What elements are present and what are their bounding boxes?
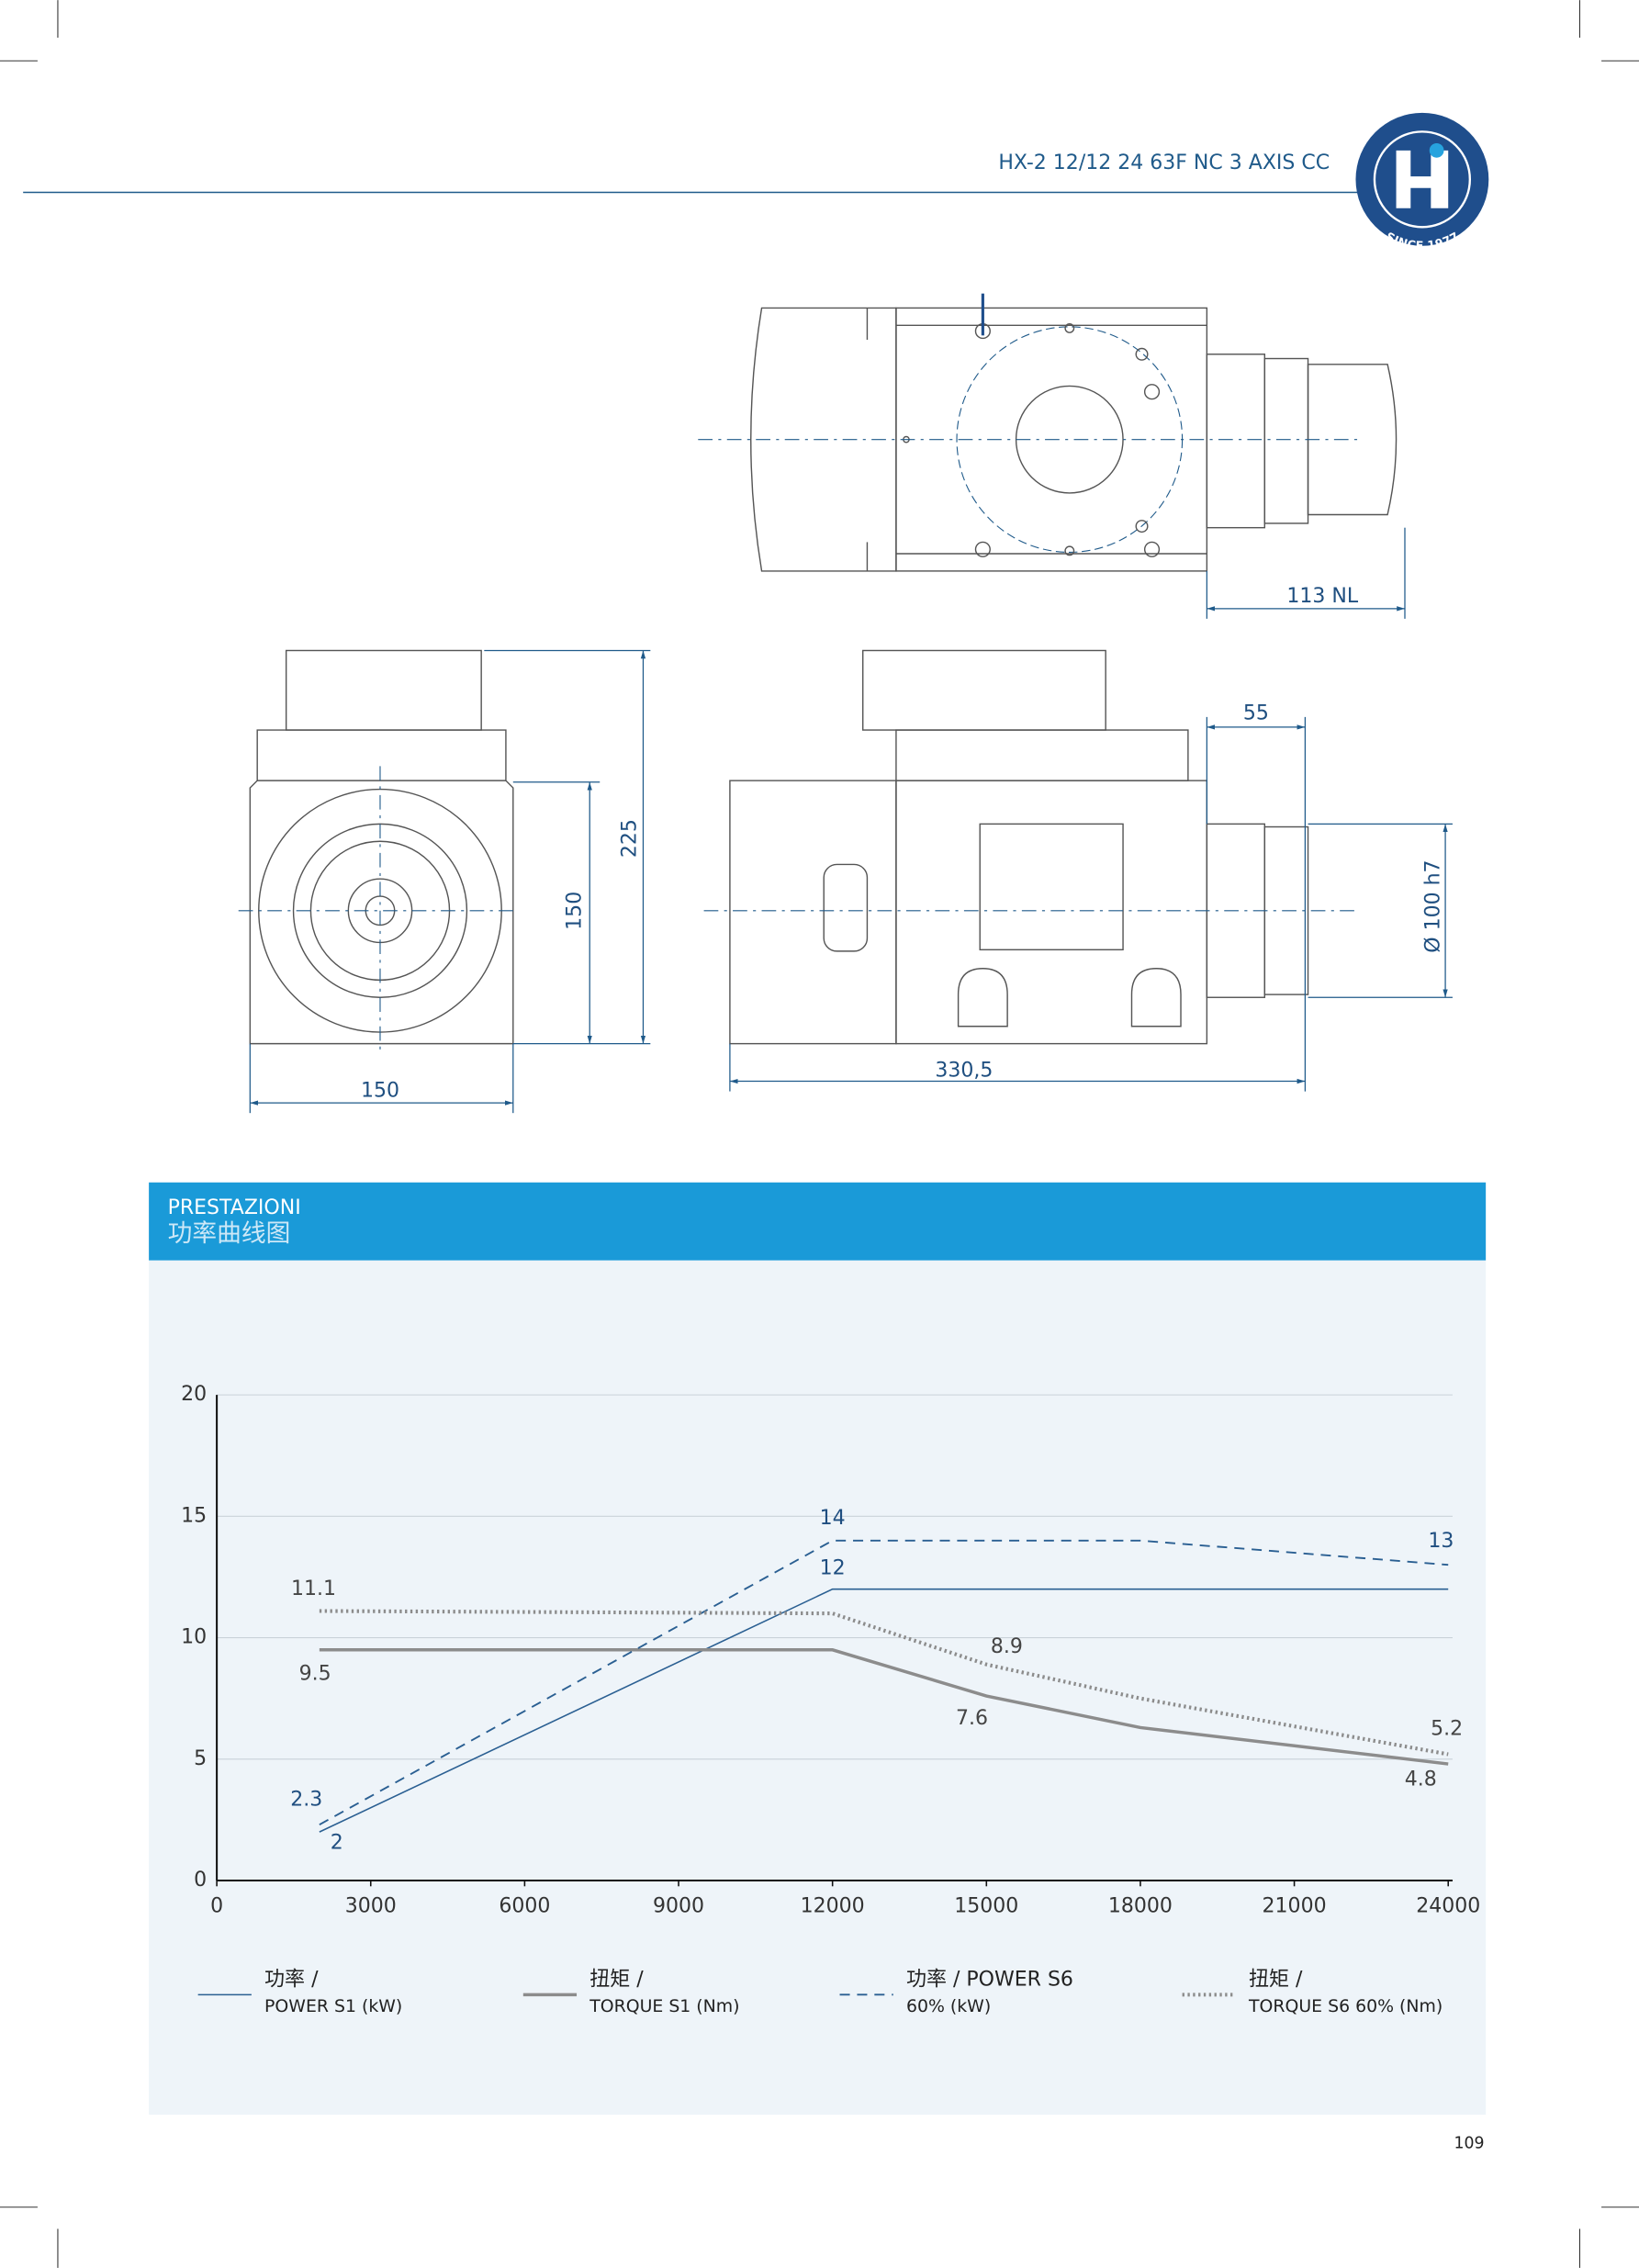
legend-label: 扭矩 / TORQUE S1 (Nm) <box>589 1969 739 2016</box>
data-label: 12 <box>820 1557 846 1580</box>
legend-line: 60% (kW) <box>906 1995 991 2015</box>
header-title: HX-2 12/12 24 63F NC 3 AXIS CC <box>998 152 1330 174</box>
x-tick-label: 3000 <box>345 1894 397 1917</box>
data-label: 7.6 <box>956 1707 988 1730</box>
page-number: 109 <box>1454 2134 1485 2152</box>
x-tick-label: 9000 <box>653 1894 704 1917</box>
logo: MADE IN ITALY INSIDE SINCE 1977 <box>1354 91 1491 253</box>
x-tick-label: 15000 <box>954 1894 1018 1917</box>
series-line <box>319 1648 1449 1766</box>
y-tick-label: 20 <box>181 1383 207 1406</box>
legend-label: 功率 / POWER S1 (kW) <box>264 1969 402 2016</box>
data-label: 11.1 <box>291 1577 336 1600</box>
legend-line: TORQUE S1 (Nm) <box>589 1995 739 2015</box>
x-tick-label: 24000 <box>1416 1894 1480 1917</box>
data-label: 8.9 <box>991 1635 1023 1658</box>
legend-line: POWER S1 (kW) <box>264 1995 402 2015</box>
dimension: 150 <box>563 892 586 930</box>
legend-line: 扭矩 / <box>589 1969 644 1992</box>
series-line <box>319 1609 1449 1757</box>
y-tick-label: 10 <box>181 1626 207 1649</box>
data-label: 5.2 <box>1431 1718 1463 1741</box>
legend-label: 扭矩 / TORQUE S6 60% (Nm) <box>1248 1969 1443 2016</box>
data-label: 13 <box>1428 1530 1454 1553</box>
section-subtitle: 功率曲线图 <box>168 1219 291 1248</box>
dimension: 330,5 <box>935 1060 993 1083</box>
dimension: Ø 100 h7 <box>1421 859 1444 952</box>
dimension: 55 <box>1243 702 1269 725</box>
dimension: 113 NL <box>1286 585 1358 608</box>
y-tick-label: 15 <box>181 1504 207 1527</box>
section-title: PRESTAZIONI <box>168 1196 301 1219</box>
data-label: 9.5 <box>299 1663 331 1686</box>
legend-line: 扭矩 / <box>1249 1969 1303 1992</box>
y-tick-label: 5 <box>194 1747 207 1770</box>
legend-line: TORQUE S6 60% (Nm) <box>1248 1995 1443 2015</box>
x-tick-label: 6000 <box>499 1894 550 1917</box>
legend-label: 功率 / POWER S6 60% (kW) <box>906 1969 1073 2016</box>
x-tick-label: 21000 <box>1263 1894 1327 1917</box>
series-line <box>319 1539 1449 1826</box>
data-label: 2 <box>331 1832 343 1855</box>
data-label: 2.3 <box>290 1788 322 1811</box>
legend-line: 功率 / POWER S6 <box>906 1969 1073 1992</box>
dimension: 225 <box>618 819 641 858</box>
chart-panel <box>149 1260 1487 2116</box>
series-line <box>319 1588 1449 1833</box>
section-banner <box>149 1182 1487 1261</box>
dimension: 150 <box>361 1080 399 1103</box>
chart: 0 5 10 15 20 0 3000 6000 9000 12000 15000 18000 2100… <box>181 1383 1480 2015</box>
x-tick-label: 12000 <box>801 1894 865 1917</box>
data-label: 14 <box>820 1507 846 1530</box>
technical-drawing: 113 NL 225 150 150 55 330,5 Ø 100 h7 <box>238 293 1453 1114</box>
data-label: 4.8 <box>1405 1768 1437 1791</box>
y-tick-label: 0 <box>194 1869 207 1892</box>
x-tick-label: 18000 <box>1108 1894 1173 1917</box>
legend-line: 功率 / <box>264 1969 319 1992</box>
x-tick-label: 0 <box>210 1894 223 1917</box>
